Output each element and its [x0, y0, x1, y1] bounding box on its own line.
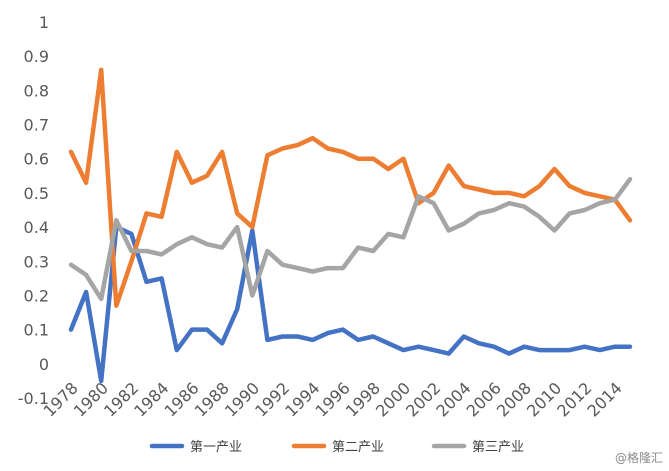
legend-label: 第三产业 [472, 440, 524, 455]
y-tick-label: 0.2 [24, 286, 49, 305]
legend-item: 第二产业 [291, 440, 384, 455]
x-tick-label: 1978 [40, 378, 82, 420]
series-line [68, 224, 633, 384]
series-group [68, 67, 633, 308]
series-line [68, 176, 633, 302]
y-tick-label: 0.9 [24, 47, 49, 66]
legend-item: 第三产业 [431, 440, 524, 455]
x-tick-label: 2014 [583, 378, 625, 420]
series-line [68, 67, 633, 308]
x-tick-label: 1988 [191, 378, 233, 420]
x-tick-label: 1980 [70, 378, 112, 420]
x-tick-label: 1994 [281, 378, 323, 420]
series-lines [68, 67, 633, 384]
x-tick-label: 1996 [312, 378, 354, 420]
legend-label: 第一产业 [190, 440, 242, 455]
x-tick-label: 1990 [221, 378, 263, 420]
y-tick-label: 0.6 [24, 150, 49, 169]
y-tick-label: 0.1 [24, 321, 49, 340]
x-tick-label: 1992 [251, 378, 293, 420]
x-tick-label: 2000 [372, 378, 414, 420]
x-tick-label: 2004 [432, 378, 474, 420]
x-tick-label: 2010 [523, 378, 565, 420]
x-tick-label: 2002 [402, 378, 444, 420]
y-axis: -0.1 0 0.1 0.2 0.3 0.4 0.5 0.6 0.7 0.8 0.9 1 [18, 13, 49, 408]
y-tick-label: 1 [39, 13, 49, 32]
x-tick-label: 2006 [463, 378, 505, 420]
y-tick-label: 0 [39, 355, 49, 374]
x-tick-label: 1984 [130, 378, 172, 420]
watermark-text: @格隆汇 [615, 450, 663, 465]
x-axis: 1978198019821984198619881990199219941996… [40, 378, 626, 420]
series-group [68, 224, 633, 384]
y-tick-label: 0.4 [24, 218, 49, 237]
x-tick-label: 1986 [160, 378, 202, 420]
y-tick-label: 0.8 [24, 81, 49, 100]
y-tick-label: 0.7 [24, 116, 49, 135]
y-tick-label: 0.3 [24, 252, 49, 271]
legend: 第一产业 第二产业 第三产业 [149, 440, 524, 455]
y-tick-label: 0.5 [24, 184, 49, 203]
series-group [68, 176, 633, 302]
x-tick-label: 2008 [493, 378, 535, 420]
y-tick-label: -0.1 [18, 389, 49, 408]
x-tick-label: 1998 [342, 378, 384, 420]
legend-item: 第一产业 [149, 440, 242, 455]
x-tick-label: 2012 [553, 378, 595, 420]
legend-label: 第二产业 [332, 440, 384, 455]
x-tick-label: 1982 [100, 378, 142, 420]
